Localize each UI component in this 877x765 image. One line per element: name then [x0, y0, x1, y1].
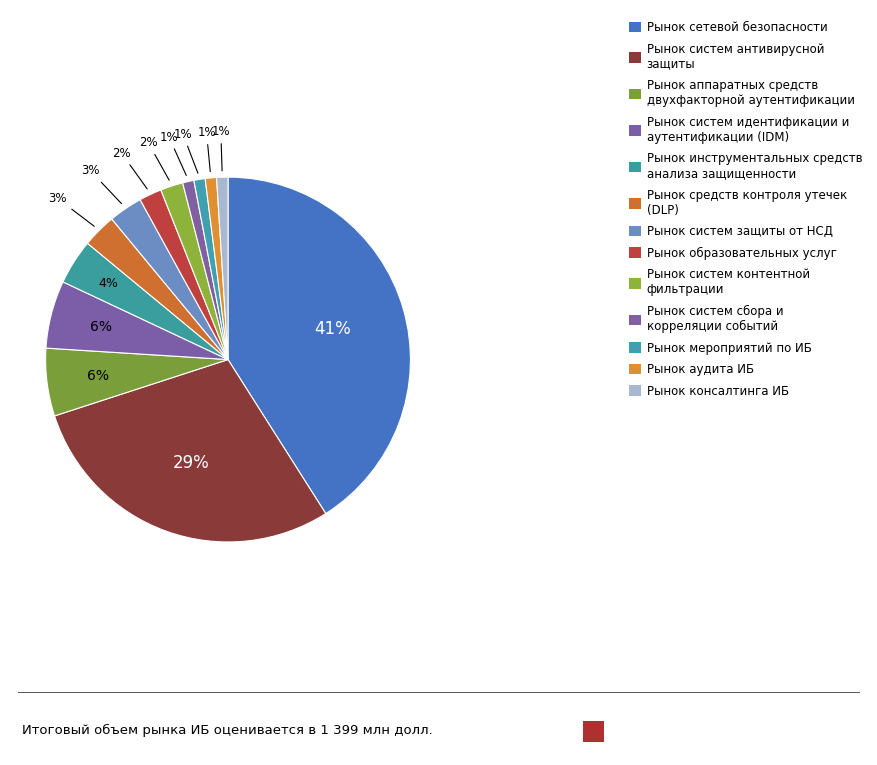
Wedge shape	[217, 177, 228, 360]
Wedge shape	[54, 360, 325, 542]
Text: Итоговый объем рынка ИБ оценивается в 1 399 млн долл.: Итоговый объем рынка ИБ оценивается в 1 …	[22, 724, 432, 737]
Text: 1%: 1%	[160, 131, 186, 175]
Wedge shape	[63, 243, 228, 360]
Wedge shape	[228, 177, 410, 513]
Wedge shape	[46, 348, 228, 416]
Text: 3%: 3%	[48, 192, 94, 226]
Text: 2%: 2%	[139, 136, 169, 181]
Wedge shape	[46, 282, 228, 360]
Wedge shape	[205, 177, 228, 360]
Wedge shape	[140, 190, 228, 360]
Text: 4%: 4%	[98, 277, 118, 290]
Text: 2%: 2%	[112, 147, 147, 189]
Text: 29%: 29%	[173, 454, 210, 471]
Text: 3%: 3%	[82, 164, 122, 203]
Legend: Рынок сетевой безопасности, Рынок систем антивирусной
защиты, Рынок аппаратных с: Рынок сетевой безопасности, Рынок систем…	[629, 21, 862, 398]
Wedge shape	[160, 183, 228, 360]
Wedge shape	[194, 178, 228, 360]
Text: 1%: 1%	[174, 128, 198, 173]
Wedge shape	[88, 219, 228, 360]
Text: 6%: 6%	[87, 369, 109, 383]
Text: 6%: 6%	[89, 320, 111, 334]
Text: 1%: 1%	[211, 125, 230, 171]
Wedge shape	[182, 181, 228, 360]
Wedge shape	[111, 200, 228, 360]
Text: 1%: 1%	[197, 126, 216, 171]
Text: 41%: 41%	[315, 320, 352, 338]
